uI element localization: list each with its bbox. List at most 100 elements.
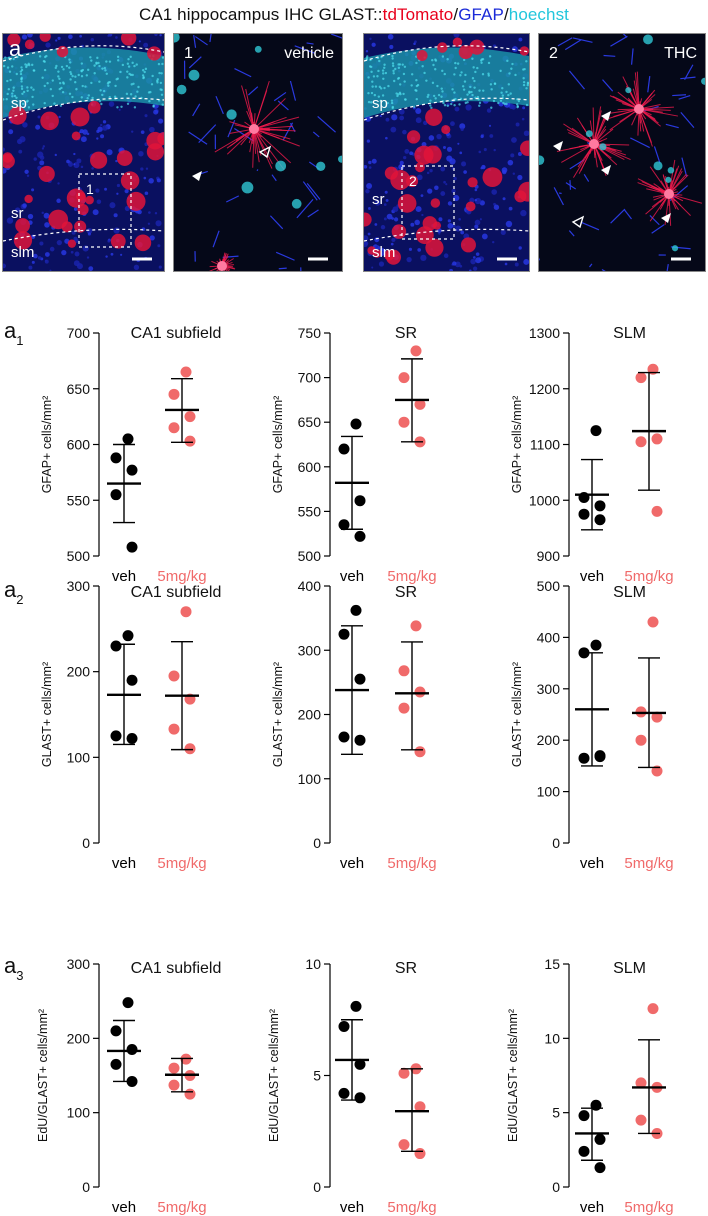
data-point bbox=[110, 730, 122, 742]
hoechst-nucleus bbox=[425, 79, 428, 82]
gfap-process bbox=[651, 224, 665, 234]
hoechst-nucleus bbox=[391, 57, 394, 60]
hoechst-nucleus bbox=[471, 93, 474, 97]
gfap-signal bbox=[450, 121, 455, 127]
data-point bbox=[350, 1000, 362, 1012]
gfap-signal bbox=[149, 235, 155, 241]
tdtomato-cell bbox=[416, 49, 428, 61]
hoechst-nucleus bbox=[98, 100, 102, 103]
hoechst-nucleus bbox=[80, 74, 84, 78]
y-tick-label: 100 bbox=[537, 784, 561, 800]
hoechst-nucleus bbox=[84, 85, 87, 88]
data-point bbox=[635, 1114, 647, 1126]
gfap-signal bbox=[420, 254, 427, 261]
hoechst-nucleus bbox=[104, 69, 107, 72]
y-tick-label: 0 bbox=[552, 1179, 560, 1195]
gfap-signal bbox=[413, 42, 416, 46]
gfap-signal bbox=[155, 220, 162, 227]
gfap-signal bbox=[414, 40, 417, 44]
x-tick-label: veh bbox=[112, 568, 136, 585]
hoechst-nucleus bbox=[116, 106, 119, 109]
gfap-signal bbox=[421, 142, 427, 147]
gfap-signal bbox=[28, 265, 33, 270]
gfap-signal bbox=[399, 160, 404, 166]
gfap-signal bbox=[459, 151, 463, 155]
hoechst-nucleus bbox=[147, 91, 151, 94]
hoechst-nucleus bbox=[159, 81, 163, 85]
layer-label-sr: sr bbox=[372, 191, 385, 208]
x-tick-label: 5mg/kg bbox=[387, 1199, 436, 1216]
gfap-process bbox=[589, 263, 593, 268]
hoechst-nucleus bbox=[456, 62, 460, 65]
hoechst-nucleus bbox=[3, 98, 5, 101]
tdtomato-cell bbox=[436, 42, 448, 53]
row-label-subscript: 1 bbox=[16, 333, 23, 348]
gfap-signal bbox=[386, 213, 393, 220]
gfap-signal bbox=[39, 241, 44, 246]
gfap-signal bbox=[104, 187, 107, 191]
data-point bbox=[338, 628, 350, 640]
hoechst-nucleus bbox=[437, 93, 441, 97]
gfap-signal bbox=[113, 213, 118, 218]
gfap-signal bbox=[475, 257, 482, 264]
gfap-signal bbox=[87, 232, 91, 236]
gfap-signal bbox=[108, 34, 113, 37]
gfap-signal bbox=[143, 42, 149, 48]
gfap-signal bbox=[522, 106, 526, 110]
data-point bbox=[398, 665, 410, 677]
x-tick-label: 5mg/kg bbox=[157, 568, 206, 585]
gfap-signal bbox=[44, 222, 50, 228]
hoechst-nucleus bbox=[95, 61, 98, 65]
filled-arrowhead bbox=[553, 141, 563, 151]
row-label: a1 bbox=[4, 318, 23, 348]
gfap-signal bbox=[380, 224, 386, 230]
x-tick-label: 5mg/kg bbox=[157, 855, 206, 872]
y-tick-label: 500 bbox=[67, 548, 91, 564]
gfap-process bbox=[312, 131, 320, 138]
data-point bbox=[651, 433, 663, 445]
hoechst-nucleus bbox=[653, 161, 663, 171]
gfap-signal bbox=[109, 202, 116, 209]
hoechst-nucleus bbox=[434, 59, 438, 62]
data-point bbox=[168, 723, 180, 735]
gfap-signal bbox=[6, 217, 14, 224]
tdtomato-process bbox=[649, 166, 670, 195]
hoechst-nucleus bbox=[60, 65, 64, 69]
hoechst-nucleus bbox=[492, 99, 496, 103]
tdtomato-cell bbox=[364, 212, 372, 227]
gfap-signal bbox=[481, 164, 486, 170]
hoechst-nucleus bbox=[22, 90, 26, 94]
tdtomato-cell bbox=[120, 34, 137, 46]
hoechst-nucleus bbox=[376, 75, 379, 78]
hoechst-nucleus bbox=[429, 104, 432, 107]
y-tick-label: 1100 bbox=[530, 437, 560, 453]
hoechst-nucleus bbox=[68, 92, 72, 96]
hoechst-nucleus bbox=[93, 72, 96, 75]
gfap-signal bbox=[390, 126, 397, 133]
hoechst-nucleus bbox=[490, 106, 493, 109]
gfap-process bbox=[273, 91, 287, 102]
data-point bbox=[651, 711, 663, 723]
data-point bbox=[338, 519, 350, 531]
hoechst-nucleus bbox=[386, 101, 389, 105]
hoechst-nucleus bbox=[61, 91, 65, 94]
gfap-signal bbox=[100, 134, 105, 139]
gfap-signal bbox=[379, 114, 382, 118]
hoechst-nucleus bbox=[116, 59, 120, 62]
gfap-signal bbox=[364, 235, 369, 242]
hoechst-nucleus bbox=[51, 94, 54, 98]
gfap-signal bbox=[460, 127, 464, 131]
inset-box bbox=[78, 173, 132, 248]
gfap-signal bbox=[76, 158, 82, 164]
hoechst-nucleus bbox=[12, 57, 15, 61]
hoechst-nucleus bbox=[381, 69, 385, 72]
gfap-signal bbox=[392, 206, 399, 213]
hoechst-nucleus bbox=[390, 99, 394, 102]
gfap-signal bbox=[366, 139, 371, 143]
gfap-signal bbox=[460, 230, 465, 235]
hoechst-nucleus bbox=[499, 99, 503, 102]
hoechst-nucleus bbox=[135, 63, 138, 66]
tdtomato-cell bbox=[87, 100, 101, 114]
data-point bbox=[184, 435, 196, 447]
hoechst-nucleus bbox=[160, 93, 164, 97]
